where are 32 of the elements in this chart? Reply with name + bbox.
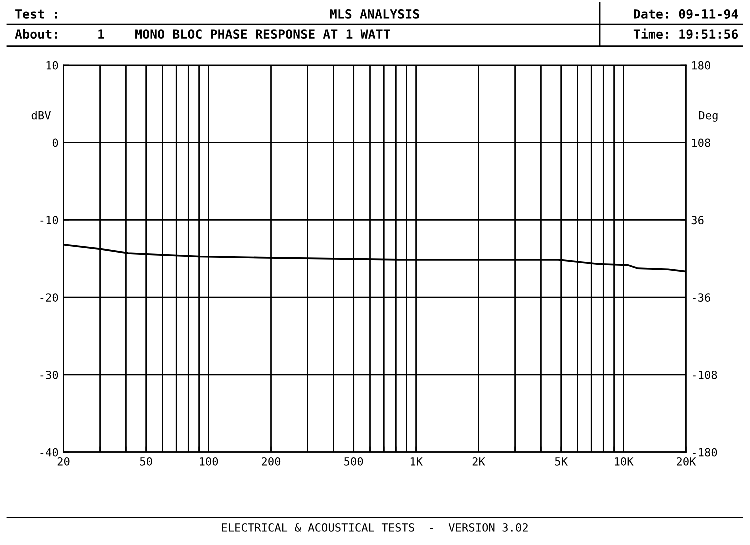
y-axis-title: dBV xyxy=(32,111,51,120)
text: Time: 19:51:56 xyxy=(634,28,738,40)
text: ELECTRICAL & ACOUSTICAL TESTS - VERSION 3.02 xyxy=(222,524,528,532)
x-tick-label: 10K xyxy=(615,457,634,466)
x-tick-label: 500 xyxy=(344,457,364,466)
y2-tick-label: -180 xyxy=(693,448,718,457)
y-tick-label: -10 xyxy=(40,216,58,225)
y-tick-label: -30 xyxy=(40,370,58,380)
x-tick-label: 2K xyxy=(472,457,486,466)
y2-tick-label: 36 xyxy=(692,216,704,225)
chart-subtitle: MONO BLOC PHASE RESPONSE AT 1 WATT xyxy=(136,30,390,40)
y-tick-label: -40 xyxy=(40,448,58,457)
text: Test : xyxy=(16,10,58,19)
text: 1 xyxy=(98,30,104,39)
y2-axis-title: Deg xyxy=(699,111,718,122)
y2-tick-label: 108 xyxy=(692,138,710,148)
x-tick-label: 5K xyxy=(555,458,568,466)
y2-tick-label: -36 xyxy=(693,294,710,302)
y-tick-label: 0 xyxy=(52,138,58,148)
x-tick-label: 20 xyxy=(58,457,70,466)
text: Date: 09-11-94 xyxy=(634,9,738,19)
chart-title: MLS ANALYSIS xyxy=(330,9,420,19)
y2-tick-label: 180 xyxy=(692,61,710,70)
y-tick-label: -20 xyxy=(40,294,58,302)
x-tick-label: 1K xyxy=(410,458,423,466)
y2-tick-label: -108 xyxy=(693,370,718,380)
x-tick-label: 200 xyxy=(262,457,281,466)
y-tick-label: 10 xyxy=(46,61,58,70)
x-tick-label: 50 xyxy=(140,457,152,466)
x-tick-label: 20K xyxy=(677,457,696,466)
x-tick-label: 100 xyxy=(200,457,218,466)
text: About: xyxy=(15,29,58,40)
